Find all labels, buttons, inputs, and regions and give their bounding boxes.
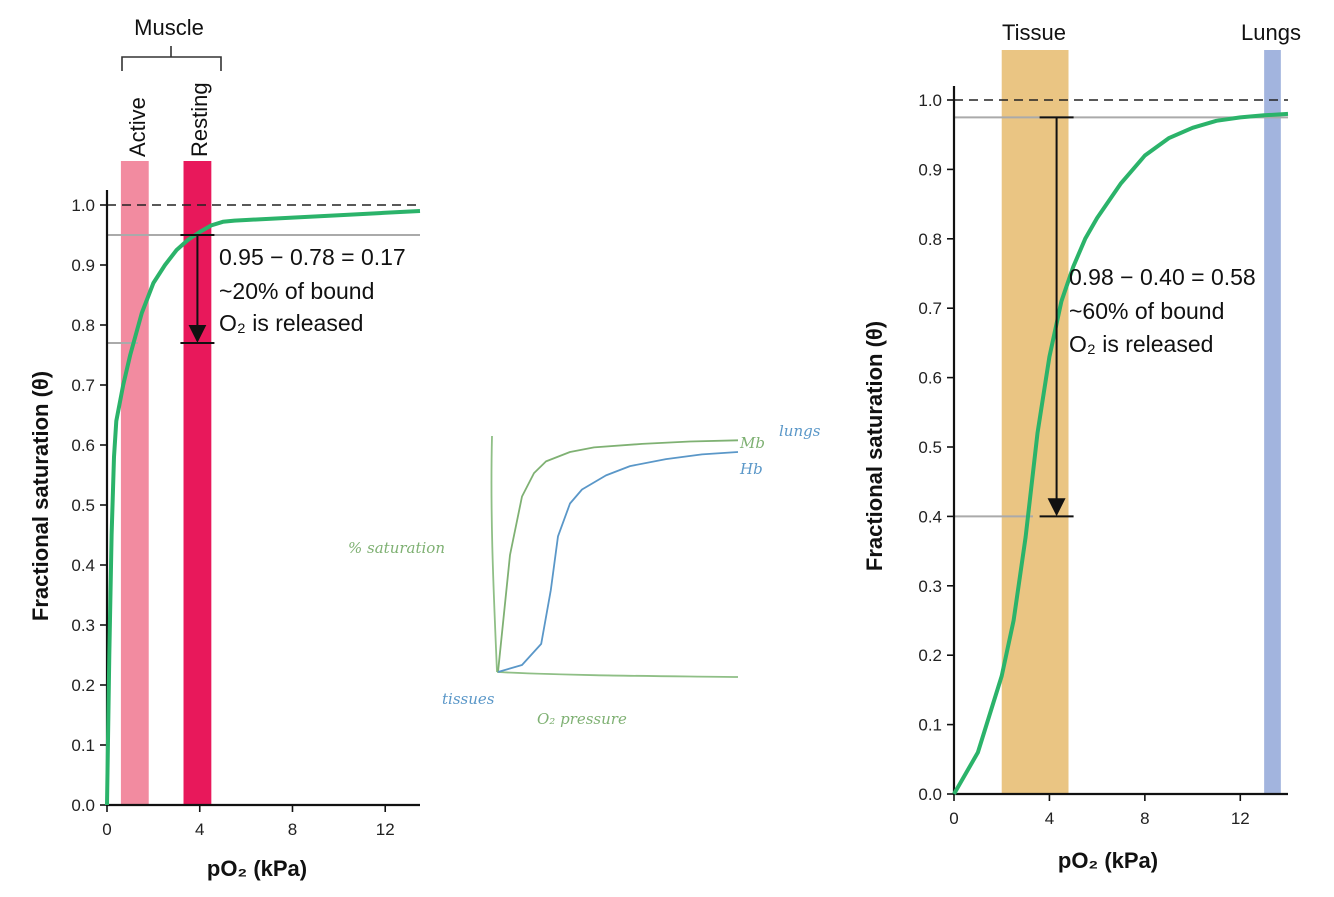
annotation-line-2: ~60% of bound xyxy=(1069,298,1224,324)
y-tick-label: 1.0 xyxy=(71,196,95,215)
label-mb: Mb xyxy=(739,434,765,452)
y-tick-label: 0.2 xyxy=(71,676,95,695)
y-tick-label: 0.8 xyxy=(918,230,942,249)
y-tick-label: 0.0 xyxy=(918,785,942,804)
y-tick-label: 0.1 xyxy=(71,736,95,755)
hb-curve xyxy=(497,451,739,673)
x-tick-label: 8 xyxy=(288,820,297,839)
y-axis-title: Fractional saturation (θ) xyxy=(862,321,887,571)
y-tick-label: 0.3 xyxy=(71,616,95,635)
label-lungs: lungs xyxy=(779,422,821,440)
y-tick-label: 0.4 xyxy=(71,556,95,575)
sketch-y-label: % saturation xyxy=(348,539,445,557)
annotation-line-1: 0.98 − 0.40 = 0.58 xyxy=(1069,264,1256,290)
saturation-curve xyxy=(952,111,1289,795)
x-tick-label: 4 xyxy=(195,820,204,839)
band-label-resting: Resting xyxy=(187,82,212,157)
tissue-lungs-saturation-chart: Tissue Lungs 0.0 0.1 0.2 0.3 0.4 0.5 0.6 0.7 0.8… xyxy=(862,20,1301,873)
x-axis-title: pO₂ (kPa) xyxy=(207,856,307,881)
band-label-tissue: Tissue xyxy=(1002,20,1066,45)
y-tick-label: 0.7 xyxy=(918,299,942,318)
sketch-x-axis xyxy=(496,671,739,678)
x-tick-label: 0 xyxy=(102,820,111,839)
x-axis-title: pO₂ (kPa) xyxy=(1058,848,1158,873)
y-tick-label: 0.1 xyxy=(918,716,942,735)
label-hb: Hb xyxy=(739,460,763,478)
band-label-active: Active xyxy=(125,97,150,157)
band-label-lungs: Lungs xyxy=(1241,20,1301,45)
axis-ticks: 0.0 0.1 0.2 0.3 0.4 0.5 0.6 0.7 0.8 0.9 1.0 0 4 8 12 xyxy=(918,91,1249,828)
y-tick-label: 0.6 xyxy=(71,436,95,455)
y-tick-label: 0.9 xyxy=(71,256,95,275)
y-tick-label: 0.7 xyxy=(71,376,95,395)
annotation-line-3: O₂ is released xyxy=(1069,331,1213,357)
y-tick-label: 0.6 xyxy=(918,369,942,388)
band-tissue xyxy=(1001,50,1069,794)
y-tick-label: 0.2 xyxy=(918,646,942,665)
band-active xyxy=(120,161,149,805)
annotation-line-3: O₂ is released xyxy=(219,310,363,336)
x-tick-label: 4 xyxy=(1045,809,1054,828)
hand-drawn-sketch: Mb Hb lungs tissues % saturation O₂ pres… xyxy=(348,422,821,728)
x-tick-label: 12 xyxy=(376,820,395,839)
annotation-line-2: ~20% of bound xyxy=(219,278,374,304)
y-tick-label: 0.5 xyxy=(71,496,95,515)
y-tick-label: 0.9 xyxy=(918,160,942,179)
muscle-bracket xyxy=(121,46,222,71)
axis-ticks: 0.0 0.1 0.2 0.3 0.4 0.5 0.6 0.7 0.8 0.9 1.0 0 4 8 12 xyxy=(71,196,394,839)
mb-curve xyxy=(497,439,739,673)
y-tick-label: 0.8 xyxy=(71,316,95,335)
y-axis-title: Fractional saturation (θ) xyxy=(28,371,53,621)
y-tick-label: 0.4 xyxy=(918,507,942,526)
muscle-saturation-chart: Active Resting Muscle 0.0 0.1 0.2 0.3 0.4 0.5… xyxy=(28,15,421,881)
y-tick-label: 0.0 xyxy=(71,796,95,815)
y-tick-label: 0.3 xyxy=(918,577,942,596)
saturation-curve xyxy=(105,209,421,806)
x-tick-label: 8 xyxy=(1140,809,1149,828)
label-tissues: tissues xyxy=(442,690,495,708)
sketch-x-label: O₂ pressure xyxy=(537,710,627,728)
y-tick-label: 0.5 xyxy=(918,438,942,457)
sketch-y-axis xyxy=(490,435,498,673)
x-tick-label: 12 xyxy=(1231,809,1250,828)
y-tick-label: 1.0 xyxy=(918,91,942,110)
x-tick-label: 0 xyxy=(949,809,958,828)
annotation-line-1: 0.95 − 0.78 = 0.17 xyxy=(219,244,406,270)
bracket-label-muscle: Muscle xyxy=(134,15,204,40)
band-lungs xyxy=(1264,50,1281,794)
